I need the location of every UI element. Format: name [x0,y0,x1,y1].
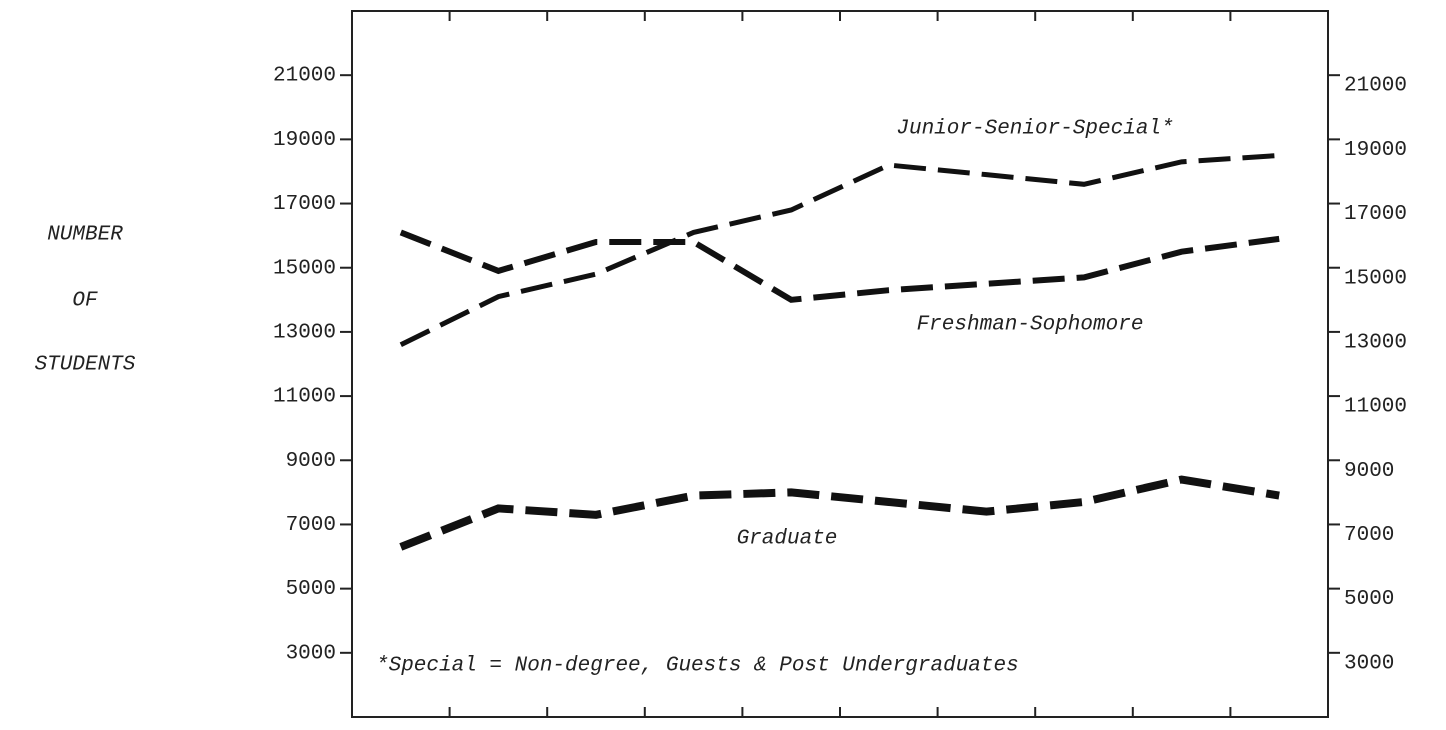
y2-tick-label: 5000 [1344,588,1394,611]
y-axis-label: NUMBER [47,224,123,247]
y-tick-label: 19000 [273,129,336,152]
series-line [399,152,1280,347]
y-tick-label: 9000 [286,450,336,473]
y-tick-label: 17000 [273,193,336,216]
series-label: Junior-Senior-Special* [896,118,1173,141]
y2-tick-label: 9000 [1344,460,1394,483]
y2-tick-label: 7000 [1344,524,1394,547]
y-tick-label: 21000 [273,65,336,88]
plot-frame [351,10,1329,718]
series-line [399,475,1280,551]
series-label: Freshman-Sophomore [917,314,1144,337]
y2-tick-label: 17000 [1344,203,1407,226]
series-label: Graduate [737,528,838,551]
y2-tick-label: 13000 [1344,331,1407,354]
footnote: *Special = Non-degree, Guests & Post Und… [376,655,1019,678]
y-axis-label: STUDENTS [35,354,136,377]
y-tick-label: 3000 [286,642,336,665]
y2-tick-label: 11000 [1344,396,1407,419]
y-tick-label: 13000 [273,321,336,344]
y-tick-label: 11000 [273,386,336,409]
y-tick-label: 7000 [286,514,336,537]
y2-tick-label: 19000 [1344,139,1407,162]
y-tick-label: 15000 [273,257,336,280]
y-axis-label: OF [72,290,98,313]
y2-tick-label: 15000 [1344,267,1407,290]
y2-tick-label: 3000 [1344,652,1394,675]
y-tick-label: 5000 [286,578,336,601]
y2-tick-label: 21000 [1344,75,1407,98]
series-line [399,229,1280,303]
